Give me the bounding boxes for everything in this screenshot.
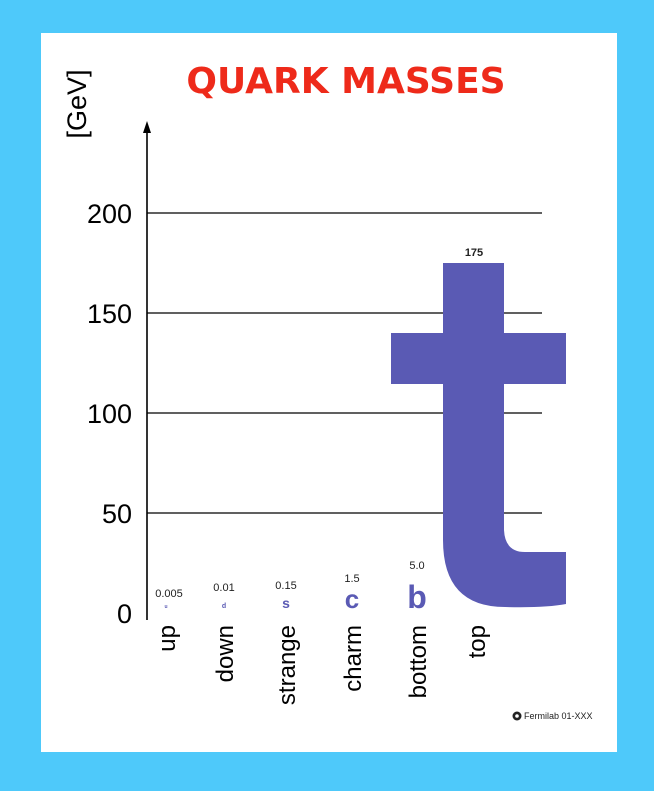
value-label-charm: 1.5	[344, 573, 359, 585]
value-label-strange: 0.15	[275, 580, 296, 592]
y-tick-labels: 0 50 100 150 200	[87, 199, 132, 629]
value-label-top: 175	[465, 247, 483, 259]
value-label-up: 0.005	[155, 588, 183, 600]
y-tick-label: 50	[102, 499, 132, 529]
y-axis	[143, 121, 151, 620]
quark-mark-up: u	[164, 604, 167, 610]
value-label-bottom: 5.0	[409, 560, 424, 572]
quark-mark-top	[391, 263, 566, 608]
credit-text: Fermilab 01-XXX	[524, 711, 593, 721]
category-label-down: down	[212, 625, 239, 682]
value-labels: 0.005 0.01 0.15 1.5 5.0 175	[155, 247, 483, 600]
fermilab-logo-center	[515, 714, 519, 718]
credit: Fermilab 01-XXX	[512, 711, 593, 721]
quark-mark-down: d	[222, 603, 226, 610]
category-label-up: up	[154, 625, 181, 652]
y-axis-arrow-icon	[143, 121, 151, 133]
category-labels: up down strange charm bottom top	[154, 625, 491, 705]
quark-mark-strange: s	[282, 595, 290, 611]
category-label-charm: charm	[340, 625, 367, 692]
y-axis-label: [GeV]	[62, 69, 92, 138]
chart-title: QUARK MASSES	[186, 61, 505, 102]
y-tick-label: 200	[87, 199, 132, 229]
y-tick-label: 0	[117, 599, 132, 629]
y-tick-label: 150	[87, 299, 132, 329]
category-label-bottom: bottom	[405, 625, 432, 698]
y-tick-label: 100	[87, 399, 132, 429]
category-label-strange: strange	[274, 625, 301, 705]
value-label-down: 0.01	[213, 582, 234, 594]
chart-card	[41, 33, 617, 752]
category-label-top: top	[464, 625, 491, 658]
quark-mark-charm: c	[345, 584, 359, 614]
quark-mark-bottom: b	[407, 579, 427, 615]
